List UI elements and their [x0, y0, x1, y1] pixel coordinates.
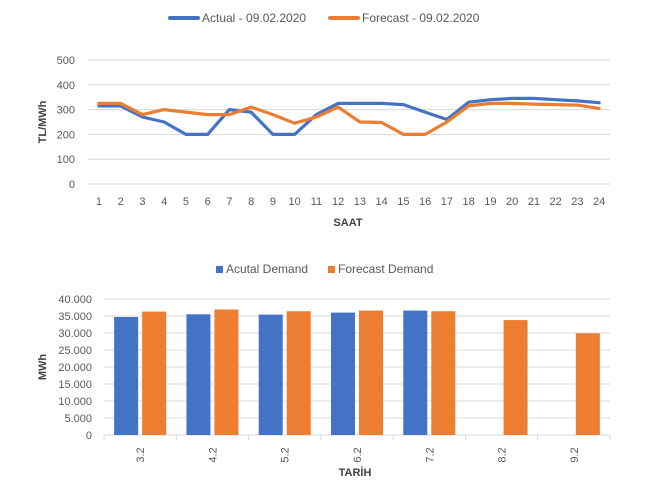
line-chart-x-tick-label: 7 — [226, 196, 232, 208]
bar-chart-legend: Acutal Demand Forecast Demand — [216, 262, 433, 276]
line-chart-x-tick-label: 14 — [376, 196, 388, 208]
forecast-demand-bar — [286, 311, 311, 435]
legend-forecast-demand-label: Forecast Demand — [338, 262, 433, 276]
bar-chart-y-tick-label: 15.000 — [58, 379, 92, 391]
line-chart-x-ticks: 1 2 3 4 5 6 7 8 9 10 11 12 13 14 15 16 17 18 19 20 21 22 23 24 — [96, 196, 605, 208]
actual-demand-bar — [114, 317, 139, 435]
bar-chart-y-tick-label: 40.000 — [58, 294, 92, 306]
bar-chart-y-tick-label: 30.000 — [58, 328, 92, 340]
line-chart-x-tick-label: 13 — [354, 196, 366, 208]
line-chart-y-tick-label: 400 — [57, 80, 75, 92]
line-chart-y-tick-label: 100 — [57, 154, 75, 166]
line-chart-x-tick-label: 15 — [397, 196, 409, 208]
line-chart-x-tick-label: 16 — [419, 196, 431, 208]
forecast-demand-bar — [431, 311, 456, 435]
line-chart-x-tick-label: 20 — [506, 196, 518, 208]
bar-chart-x-tick-label: 5.2 — [280, 447, 292, 462]
line-chart-x-tick-label: 1 — [96, 196, 102, 208]
forecast-demand-bar — [359, 310, 383, 435]
bar-chart-y-tick-label: 35.000 — [58, 311, 92, 323]
bar-chart-gridlines — [103, 298, 611, 440]
line-chart-y-tick-label: 0 — [69, 179, 75, 191]
line-chart-x-tick-label: 6 — [205, 196, 211, 208]
actual-series-line — [97, 96, 601, 136]
legend-forecast-label: Forecast - 09.02.2020 — [362, 11, 480, 25]
bar-chart-y-tick-label: 5.000 — [64, 413, 92, 425]
bar-chart-x-ticks: 3.2 4.2 5.2 6.2 7.2 8.2 9.2 — [135, 447, 581, 462]
bar-chart-y-axis-title: MWh — [37, 354, 49, 381]
line-chart-x-tick-label: 3 — [139, 196, 145, 208]
forecast-demand-bar — [142, 311, 167, 435]
line-chart: Actual - 09.02.2020 Forecast - 09.02.202… — [37, 11, 610, 229]
line-chart-x-tick-label: 22 — [550, 196, 562, 208]
forecast-demand-bar — [503, 320, 528, 435]
legend-forecast-demand-swatch — [328, 266, 335, 273]
line-chart-y-tick-label: 200 — [57, 129, 75, 141]
line-chart-x-tick-label: 8 — [248, 196, 254, 208]
bar-chart-y-tick-label: 20.000 — [58, 362, 92, 374]
line-chart-x-tick-label: 21 — [528, 196, 540, 208]
line-chart-y-tick-label: 500 — [57, 55, 75, 67]
legend-actual-demand-label: Acutal Demand — [226, 262, 308, 276]
line-chart-x-tick-label: 5 — [183, 196, 189, 208]
bar-chart-x-tick-label: 9.2 — [569, 447, 581, 462]
line-chart-x-tick-label: 11 — [311, 196, 322, 208]
line-chart-y-axis-title: TL/MWh — [37, 100, 49, 143]
bar-chart-x-tick-label: 3.2 — [135, 447, 147, 462]
forecast-series-line — [97, 101, 601, 136]
actual-demand-bar — [331, 312, 355, 435]
legend-actual-label: Actual - 09.02.2020 — [202, 11, 306, 25]
actual-demand-bar — [186, 314, 211, 435]
bar-chart-x-tick-label: 6.2 — [352, 447, 364, 462]
line-chart-legend: Actual - 09.02.2020 Forecast - 09.02.202… — [168, 11, 480, 25]
bar-chart-bars — [114, 309, 600, 435]
bar-chart-x-tick-label: 7.2 — [424, 447, 436, 462]
line-chart-x-tick-label: 19 — [484, 196, 496, 208]
line-chart-x-tick-label: 10 — [289, 196, 301, 208]
line-chart-series — [97, 96, 601, 136]
line-chart-y-tick-label: 300 — [57, 105, 75, 117]
actual-demand-bar — [258, 314, 283, 435]
line-chart-x-tick-label: 12 — [332, 196, 344, 208]
line-chart-x-axis-title: SAAT — [333, 217, 362, 229]
line-chart-x-tick-label: 23 — [571, 196, 583, 208]
forecast-demand-bar — [214, 309, 239, 435]
line-chart-x-tick-label: 18 — [463, 196, 475, 208]
bar-chart-y-tick-label: 0 — [86, 430, 92, 442]
bar-chart-x-tick-label: 4.2 — [207, 447, 219, 462]
bar-chart: Acutal Demand Forecast Demand 0 5.000 10.0… — [37, 262, 611, 479]
bar-chart-x-tick-label: 8.2 — [497, 447, 509, 462]
bar-chart-y-tick-label: 10.000 — [58, 396, 92, 408]
line-chart-x-tick-label: 24 — [593, 196, 605, 208]
actual-demand-bar — [403, 310, 428, 435]
line-chart-x-tick-label: 4 — [161, 196, 167, 208]
bar-chart-y-tick-label: 25.000 — [58, 345, 92, 357]
line-chart-x-tick-label: 2 — [118, 196, 124, 208]
bar-chart-x-axis-title: TARİH — [339, 466, 372, 479]
legend-actual-demand-swatch — [216, 266, 223, 273]
line-chart-y-ticks: 0 100 200 300 400 500 — [57, 55, 75, 191]
forecast-demand-bar — [575, 333, 600, 435]
line-chart-x-tick-label: 9 — [270, 196, 276, 208]
bar-chart-y-ticks: 0 5.000 10.000 15.000 20.000 25.000 30.000 35.0… — [58, 294, 92, 442]
line-chart-x-tick-label: 17 — [441, 196, 453, 208]
